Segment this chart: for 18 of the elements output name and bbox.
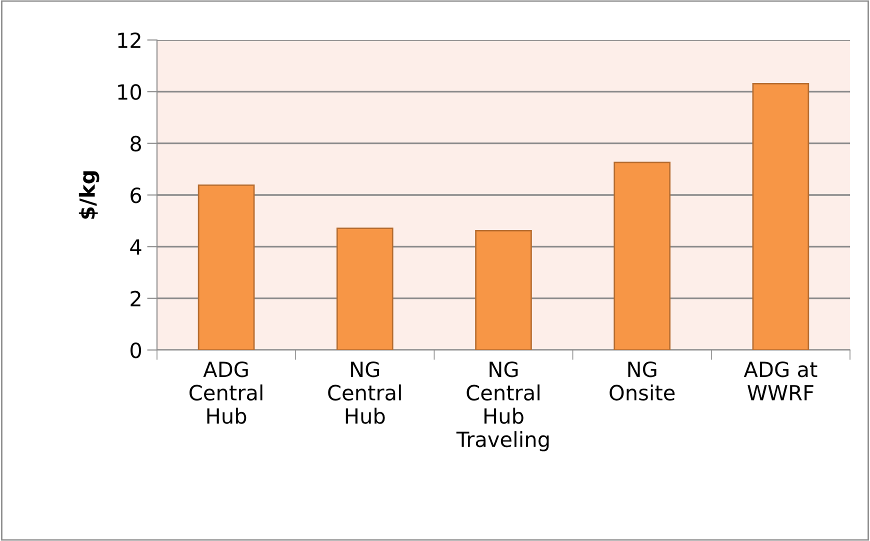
y-tick-label: 0 xyxy=(130,342,142,358)
y-tick-label: 4 xyxy=(130,239,142,255)
x-tick-label: ADG Central Hub xyxy=(190,361,262,424)
x-tick-label: NG Onsite xyxy=(610,361,675,401)
y-axis-title: $/kg xyxy=(78,171,100,219)
bar xyxy=(614,162,671,350)
bar xyxy=(198,184,255,350)
y-tick-label: 6 xyxy=(130,187,142,204)
y-tick-label: 8 xyxy=(130,136,141,152)
bar xyxy=(752,82,810,350)
x-tick-label: NG Central Hub xyxy=(328,361,401,424)
x-tick-label: NG Central Hub Traveling xyxy=(456,361,549,452)
y-tick-label: 12 xyxy=(118,32,140,48)
x-tick-label: ADG at WWRF xyxy=(744,361,818,400)
y-tick-label: 10 xyxy=(118,84,142,100)
bar xyxy=(336,228,394,350)
bar xyxy=(475,230,532,350)
y-tick-label: 2 xyxy=(130,290,140,306)
